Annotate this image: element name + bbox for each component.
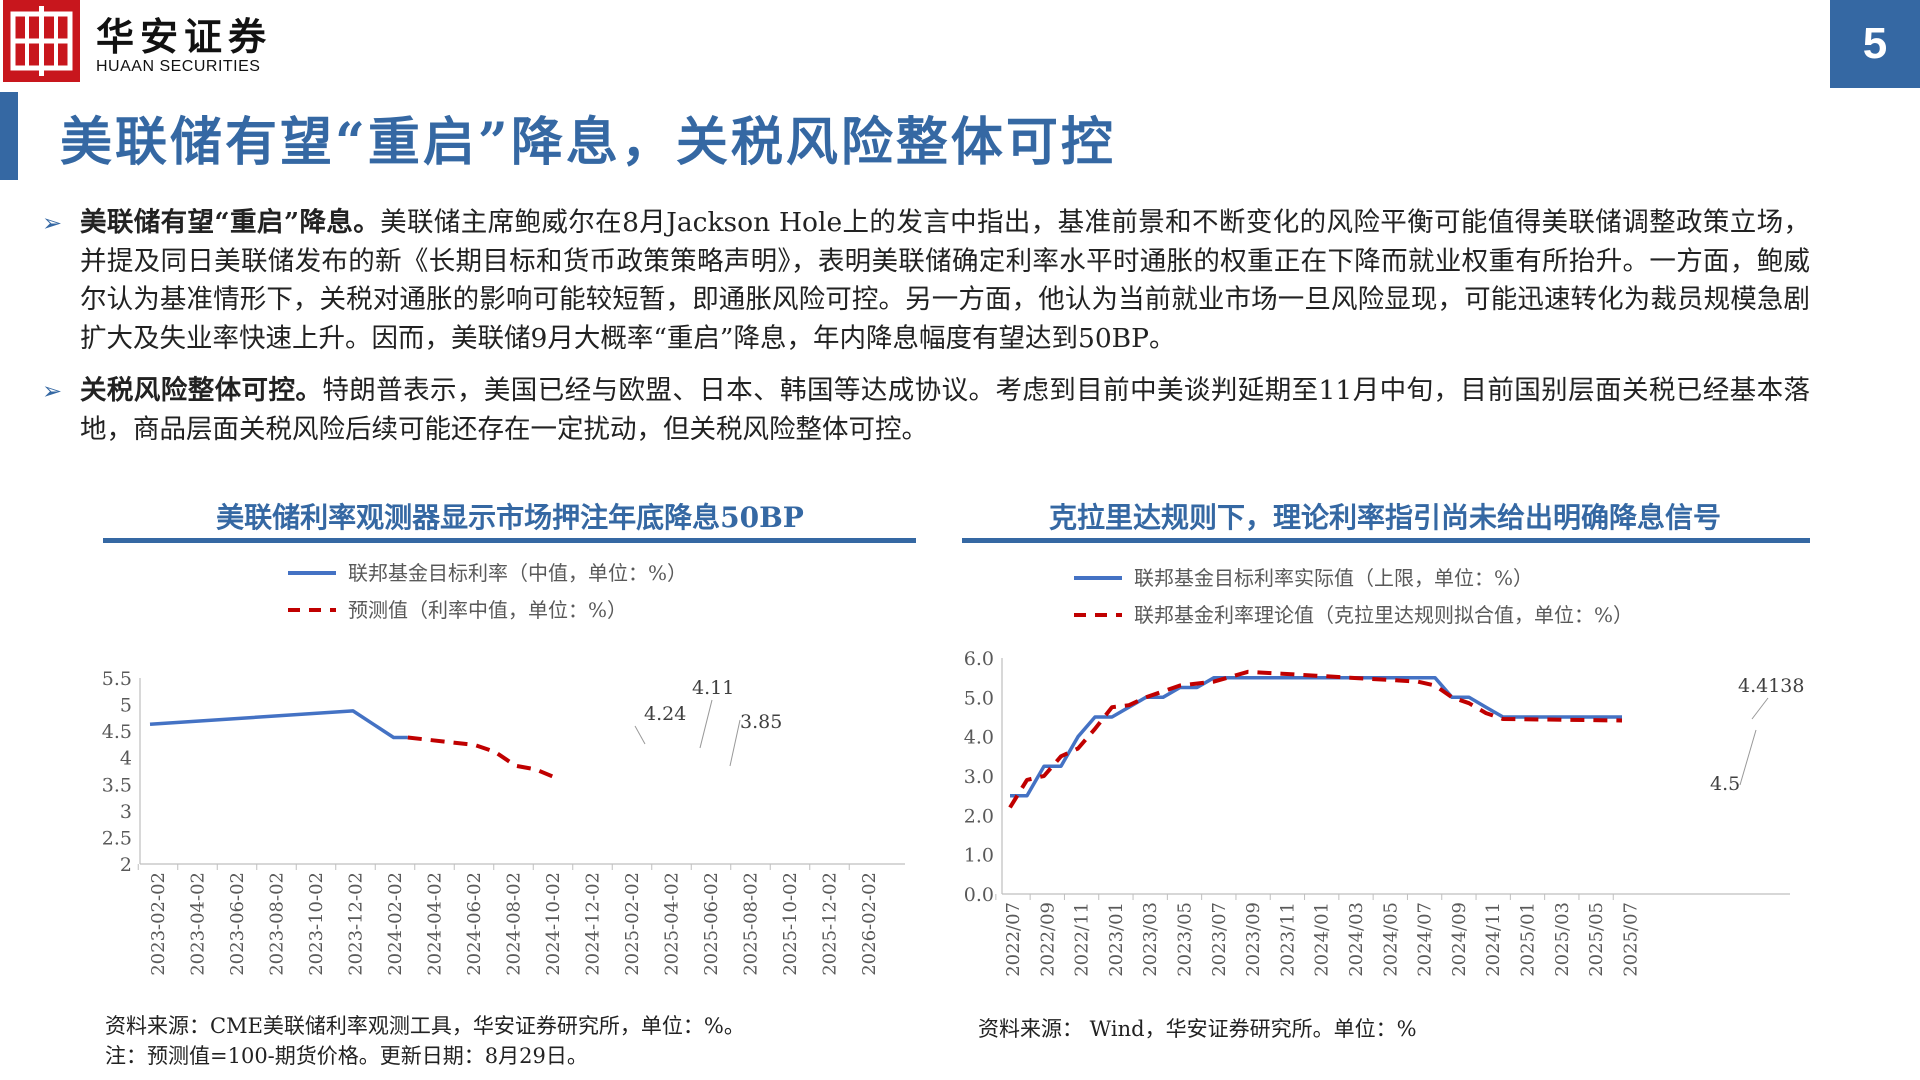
- x-tick-label: 2026-02-02: [859, 872, 880, 976]
- leader-line: [1739, 729, 1757, 786]
- x-tick-label: 2025/03: [1552, 902, 1573, 977]
- x-tick-label: 2023-10-02: [306, 872, 327, 976]
- right-chart-title: 克拉里达规则下，理论利率指引尚未给出明确降息信号: [1048, 501, 1721, 534]
- x-tick-label: 2024-04-02: [425, 872, 446, 976]
- x-tick-label: 2023/05: [1175, 902, 1196, 977]
- x-tick-label: 2025-08-02: [741, 872, 762, 976]
- x-tick-label: 2025/07: [1620, 902, 1641, 977]
- logo-english-name: HUAAN SECURITIES: [96, 58, 261, 75]
- right-chart-source: 资料来源： Wind，华安证券研究所。单位：%: [978, 1017, 1417, 1041]
- data-label-4.4138: 4.4138: [1738, 675, 1804, 697]
- x-tick-label: 2024-06-02: [464, 872, 485, 976]
- bullet-tariff-risk: ➢ 关税风险整体可控。特朗普表示，美国已经与欧盟、日本、韩国等达成协议。考虑到目…: [40, 372, 1810, 449]
- y-tick-label: 2: [120, 854, 132, 876]
- x-tick-label: 2024/03: [1346, 902, 1367, 977]
- y-tick-label: 3.0: [964, 766, 994, 788]
- y-tick-label: 5.5: [102, 668, 132, 690]
- bullet-arrow-icon: ➢: [42, 209, 63, 237]
- x-tick-label: 2025-02-02: [622, 872, 643, 976]
- x-tick-label: 2025/05: [1586, 902, 1607, 977]
- y-tick-label: 3: [120, 801, 132, 823]
- y-tick-label: 4: [120, 748, 132, 770]
- x-tick-label: 2022/07: [1003, 902, 1024, 977]
- legend-label-1: 联邦基金目标利率（中值，单位：%）: [348, 561, 687, 585]
- x-tick-label: 2024-12-02: [583, 872, 604, 976]
- data-label-3.85: 3.85: [740, 711, 782, 733]
- x-tick-label: 2023/07: [1209, 902, 1230, 977]
- x-tick-label: 2023-02-02: [148, 872, 169, 976]
- x-tick-label: 2022/09: [1037, 902, 1058, 977]
- y-tick-label: 4.5: [102, 721, 132, 743]
- left-chart-source: 资料来源：CME美联储利率观测工具，华安证券研究所，单位：%。: [105, 1014, 745, 1038]
- x-tick-label: 2023-06-02: [227, 872, 248, 976]
- x-tick-label: 2022/11: [1072, 902, 1093, 977]
- left-chart-note: 注：预测值=100-期货价格。更新日期：8月29日。: [105, 1044, 588, 1068]
- x-tick-label: 2024/11: [1483, 902, 1504, 977]
- series-line-2: [1008, 669, 1623, 809]
- data-label-4.24: 4.24: [644, 703, 686, 725]
- x-tick-label: 2024-10-02: [543, 872, 564, 976]
- left-chart: 2 2.5 3 3.5 4 4.5 5 5.5 2023-02-02 2023-04-02 2023…: [102, 561, 905, 976]
- company-logo: [3, 0, 80, 82]
- y-tick-label: 3.5: [102, 774, 132, 796]
- x-tick-label: 2025/01: [1518, 902, 1539, 977]
- logo-chinese-name: 华安证券: [96, 14, 273, 59]
- legend-label-2: 预测值（利率中值，单位：%）: [348, 598, 627, 622]
- y-tick-label: 5: [120, 695, 132, 717]
- leader-line: [729, 719, 741, 767]
- leader-line: [634, 725, 646, 745]
- bullet-arrow-icon: ➢: [42, 377, 63, 405]
- title-accent-bar: [0, 92, 18, 180]
- x-tick-label: 2025-10-02: [780, 872, 801, 976]
- page-title: 美联储有望“重启”降息，关税风险整体可控: [60, 112, 1116, 173]
- x-tick-label: 2023-08-02: [267, 872, 288, 976]
- x-tick-label: 2023/03: [1140, 902, 1161, 977]
- bullet-lead: 关税风险整体可控。: [80, 375, 323, 406]
- series-line-1: [149, 709, 408, 740]
- series-line-2: [407, 735, 557, 780]
- leader-line: [1751, 697, 1769, 720]
- x-tick-label: 2024/09: [1449, 902, 1470, 977]
- bullet-lead: 美联储有望“重启”降息。: [80, 207, 381, 238]
- bullet-body: 美联储主席鲍威尔在8月Jackson Hole上的发言中指出，基准前景和不断变化…: [80, 207, 1810, 354]
- page-number: 5: [1830, 0, 1920, 88]
- x-tick-label: 2023/11: [1277, 902, 1298, 977]
- bullet-body: 特朗普表示，美国已经与欧盟、日本、韩国等达成协议。考虑到目前中美谈判延期至11月…: [80, 375, 1810, 445]
- x-tick-label: 2024-08-02: [504, 872, 525, 976]
- y-tick-label: 0.0: [964, 884, 994, 906]
- x-tick-label: 2025-12-02: [820, 872, 841, 976]
- x-tick-label: 2024/01: [1312, 902, 1333, 977]
- bullet-list: ➢ 美联储有望“重启”降息。美联储主席鲍威尔在8月Jackson Hole上的发…: [40, 204, 1810, 463]
- legend-label-1: 联邦基金目标利率实际值（上限，单位：%）: [1134, 566, 1533, 590]
- left-chart-title: 美联储利率观测器显示市场押注年底降息50BP: [216, 501, 804, 534]
- leader-line: [699, 699, 713, 749]
- x-tick-label: 2024/05: [1380, 902, 1401, 977]
- bullet-fed-cut: ➢ 美联储有望“重启”降息。美联储主席鲍威尔在8月Jackson Hole上的发…: [40, 204, 1810, 358]
- y-tick-label: 2.5: [102, 827, 132, 849]
- x-tick-label: 2023/09: [1243, 902, 1264, 977]
- data-label-4.5: 4.5: [1710, 773, 1740, 795]
- right-chart-rule: [962, 538, 1810, 543]
- x-tick-label: 2023-12-02: [346, 872, 367, 976]
- y-tick-label: 5.0: [964, 687, 994, 709]
- x-tick-label: 2025-06-02: [701, 872, 722, 976]
- x-tick-label: 2023-04-02: [188, 872, 209, 976]
- y-tick-label: 6.0: [964, 648, 994, 670]
- x-tick-label: 2024-02-02: [385, 872, 406, 976]
- y-tick-label: 2.0: [964, 805, 994, 827]
- left-chart-rule: [103, 538, 916, 543]
- right-chart: 0.0 1.0 2.0 3.0 4.0 5.0 6.0 2022/07 2022/09 2022/…: [964, 566, 1805, 977]
- x-tick-label: 2023/01: [1106, 902, 1127, 977]
- y-tick-label: 1.0: [964, 845, 994, 867]
- x-tick-label: 2024/07: [1415, 902, 1436, 977]
- x-tick-label: 2025-04-02: [662, 872, 683, 976]
- y-tick-label: 4.0: [964, 727, 994, 749]
- data-label-4.11: 4.11: [692, 677, 734, 699]
- legend-label-2: 联邦基金利率理论值（克拉里达规则拟合值，单位：%）: [1134, 603, 1633, 627]
- logo-mark-icon: [10, 6, 73, 76]
- series-line-1: [1010, 675, 1622, 798]
